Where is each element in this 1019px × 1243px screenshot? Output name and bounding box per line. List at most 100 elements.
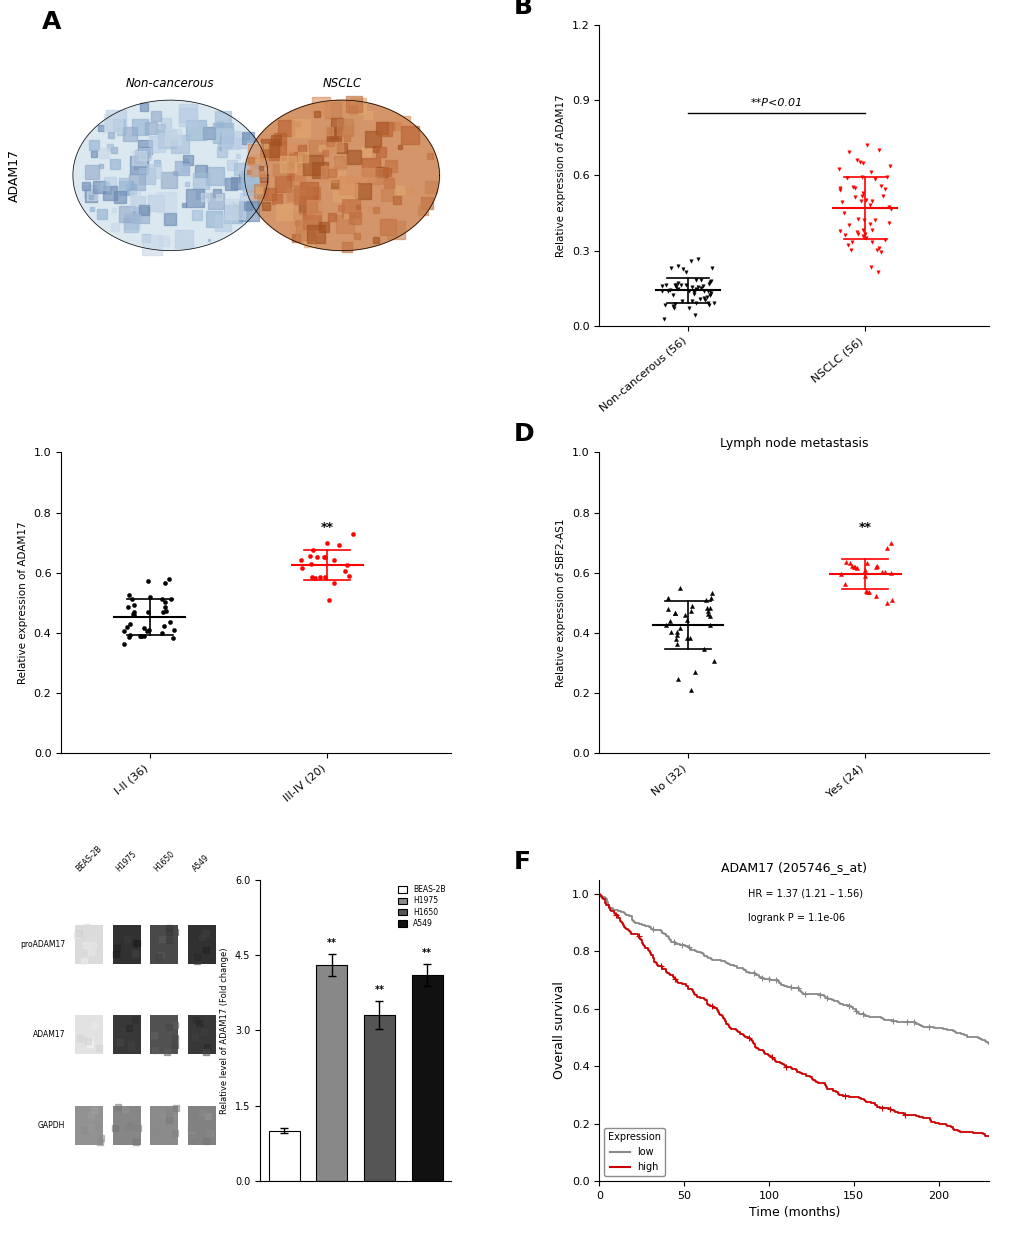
Point — [672, 275, 688, 295]
Point — [861, 195, 877, 215]
Point — [686, 305, 702, 324]
Point — [701, 285, 717, 305]
Legend: low, high: low, high — [603, 1129, 664, 1176]
Point — [869, 139, 886, 159]
Point — [303, 554, 319, 574]
Point — [305, 541, 321, 561]
Point — [338, 554, 355, 574]
Bar — [112, 1016, 141, 1054]
Point — [840, 235, 856, 255]
Point — [847, 188, 863, 208]
Point — [141, 620, 157, 640]
Point — [686, 663, 702, 682]
Point — [120, 585, 137, 605]
Point — [700, 295, 716, 314]
Point — [680, 281, 696, 301]
high — [764, 1049, 776, 1064]
Point — [698, 598, 714, 618]
Point — [330, 536, 346, 556]
Point — [120, 597, 137, 617]
Text: proADAM17: proADAM17 — [19, 940, 65, 950]
Point — [840, 215, 856, 235]
Point — [684, 595, 700, 615]
Point — [116, 622, 132, 641]
Point — [830, 159, 847, 179]
Point — [672, 618, 688, 638]
Point — [124, 589, 141, 609]
Point — [880, 213, 897, 232]
Text: Non-cancerous: Non-cancerous — [126, 77, 214, 89]
Point — [699, 293, 715, 313]
Text: ADAM17: ADAM17 — [8, 149, 20, 201]
Bar — [150, 1105, 178, 1145]
Point — [837, 225, 853, 245]
Point — [678, 628, 694, 648]
Point — [872, 242, 889, 262]
Legend: BEAS-2B, H1975, H1650, A549: BEAS-2B, H1975, H1650, A549 — [396, 884, 447, 930]
Point — [705, 293, 721, 313]
Point — [703, 583, 719, 603]
Point — [321, 590, 337, 610]
Point — [139, 622, 155, 641]
Point — [669, 256, 686, 276]
Polygon shape — [72, 101, 268, 251]
Point — [856, 566, 872, 585]
Point — [857, 190, 873, 210]
low — [697, 948, 709, 963]
Point — [854, 220, 870, 240]
Point — [162, 612, 178, 631]
Point — [680, 298, 696, 318]
Point — [882, 590, 899, 610]
Point — [657, 615, 674, 635]
Text: A549: A549 — [192, 854, 212, 874]
Point — [863, 220, 879, 240]
Point — [832, 221, 848, 241]
Point — [664, 296, 681, 316]
Point — [701, 272, 717, 292]
Point — [699, 602, 715, 622]
Bar — [187, 1016, 215, 1054]
Point — [315, 547, 331, 567]
Point — [882, 199, 899, 219]
Y-axis label: Relative expression of ADAM17: Relative expression of ADAM17 — [555, 94, 566, 257]
Point — [158, 602, 174, 622]
Point — [832, 179, 848, 199]
Point — [665, 295, 682, 314]
Bar — [187, 1105, 215, 1145]
Point — [882, 533, 899, 553]
Point — [309, 548, 325, 568]
Point — [852, 191, 868, 211]
low — [982, 1037, 995, 1052]
Point — [701, 286, 717, 306]
Point — [653, 276, 669, 296]
Point — [156, 617, 172, 636]
Line: high: high — [599, 894, 988, 1136]
Point — [687, 271, 703, 291]
Point — [653, 281, 669, 301]
Point — [119, 618, 136, 638]
Point — [856, 561, 872, 580]
Point — [292, 551, 309, 571]
Title: ADAM17 (205746_s_at): ADAM17 (205746_s_at) — [720, 861, 866, 875]
Point — [701, 281, 717, 301]
high — [604, 904, 616, 919]
Point — [161, 569, 177, 589]
Point — [854, 184, 870, 204]
Point — [136, 618, 152, 638]
Point — [701, 598, 717, 618]
Point — [136, 626, 152, 646]
Point — [685, 282, 701, 302]
Point — [834, 193, 850, 213]
Point — [846, 557, 862, 577]
Point — [838, 552, 854, 572]
Point — [666, 629, 683, 649]
Text: H1975: H1975 — [114, 850, 139, 874]
Text: **P<0.01: **P<0.01 — [750, 98, 802, 108]
Point — [312, 567, 328, 587]
Point — [846, 178, 862, 198]
Point — [881, 155, 898, 175]
Point — [317, 567, 333, 587]
Point — [681, 628, 697, 648]
Point — [838, 168, 854, 188]
low — [599, 890, 611, 905]
